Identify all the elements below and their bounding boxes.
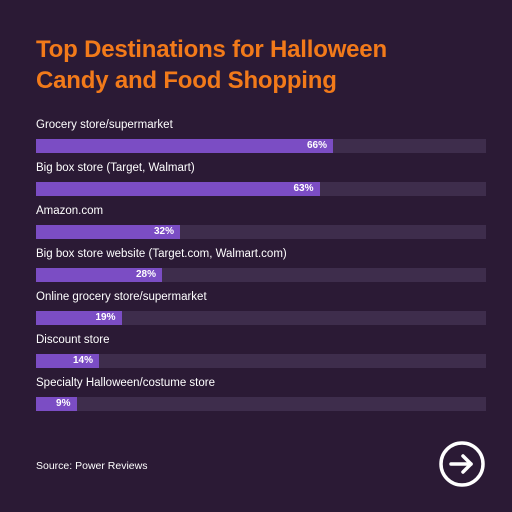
chart-row: Amazon.com 32% (36, 204, 486, 247)
bar-track: 28% (36, 268, 486, 282)
chart-row: Grocery store/supermarket 66% (36, 118, 486, 161)
category-label: Big box store website (Target.com, Walma… (36, 248, 287, 260)
bar: 14% (36, 354, 99, 368)
bar-value-label: 63% (293, 183, 314, 194)
bar-track: 63% (36, 182, 486, 196)
bar: 63% (36, 182, 320, 196)
category-label: Big box store (Target, Walmart) (36, 162, 195, 174)
bar-track: 9% (36, 397, 486, 411)
chart-title: Top Destinations for Halloween Candy and… (36, 34, 476, 96)
chart-row: Online grocery store/supermarket 19% (36, 290, 486, 333)
bar-track: 14% (36, 354, 486, 368)
chart-row: Big box store website (Target.com, Walma… (36, 247, 486, 290)
chart-row: Discount store 14% (36, 333, 486, 376)
bar: 28% (36, 268, 162, 282)
category-label: Discount store (36, 334, 110, 346)
bar-value-label: 14% (72, 355, 93, 366)
category-label: Grocery store/supermarket (36, 119, 173, 131)
next-button[interactable] (438, 440, 486, 488)
bar-track: 32% (36, 225, 486, 239)
category-label: Amazon.com (36, 205, 104, 217)
bar: 9% (36, 397, 77, 411)
bar-value-label: 19% (95, 312, 116, 323)
chart-title-line-2: Candy and Food Shopping (36, 67, 337, 94)
bar: 32% (36, 225, 180, 239)
chart-title-line-1: Top Destinations for Halloween (36, 36, 387, 63)
bar-track: 19% (36, 311, 486, 325)
arrow-right-circle-icon (439, 441, 485, 487)
bar-value-label: 9% (56, 398, 71, 409)
source-note: Source: Power Reviews (36, 460, 148, 472)
category-label: Online grocery store/supermarket (36, 291, 207, 303)
category-label: Specialty Halloween/costume store (36, 377, 215, 389)
chart-row: Big box store (Target, Walmart) 63% (36, 161, 486, 204)
bar: 19% (36, 311, 122, 325)
bar: 66% (36, 139, 333, 153)
bar-track: 66% (36, 139, 486, 153)
bar-value-label: 28% (135, 269, 156, 280)
bar-value-label: 66% (306, 140, 327, 151)
bar-value-label: 32% (153, 226, 174, 237)
chart-row: Specialty Halloween/costume store 9% (36, 376, 486, 419)
bar-chart: Grocery store/supermarket 66% Big box stor… (36, 118, 486, 419)
